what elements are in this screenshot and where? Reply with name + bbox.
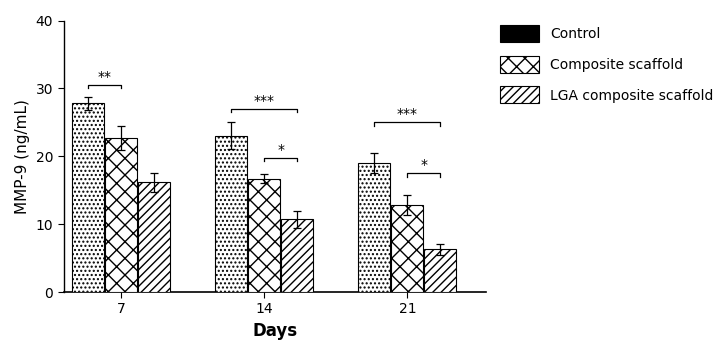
- Bar: [358, 163, 390, 292]
- Bar: [105, 138, 137, 292]
- Text: **: **: [97, 70, 112, 84]
- Text: ***: ***: [254, 94, 275, 108]
- Text: *: *: [277, 143, 284, 157]
- X-axis label: Days: Days: [252, 322, 297, 340]
- Bar: [215, 136, 247, 292]
- Text: ***: ***: [397, 107, 418, 121]
- Y-axis label: MMP-9 (ng/mL): MMP-9 (ng/mL): [15, 99, 30, 214]
- Bar: [281, 219, 313, 292]
- Bar: [248, 179, 280, 292]
- Bar: [425, 249, 456, 292]
- Text: *: *: [420, 158, 428, 172]
- Bar: [138, 182, 170, 292]
- Bar: [391, 205, 423, 292]
- Legend: Control, Composite scaffold, LGA composite scaffold: Control, Composite scaffold, LGA composi…: [498, 22, 715, 106]
- Bar: [72, 103, 104, 292]
